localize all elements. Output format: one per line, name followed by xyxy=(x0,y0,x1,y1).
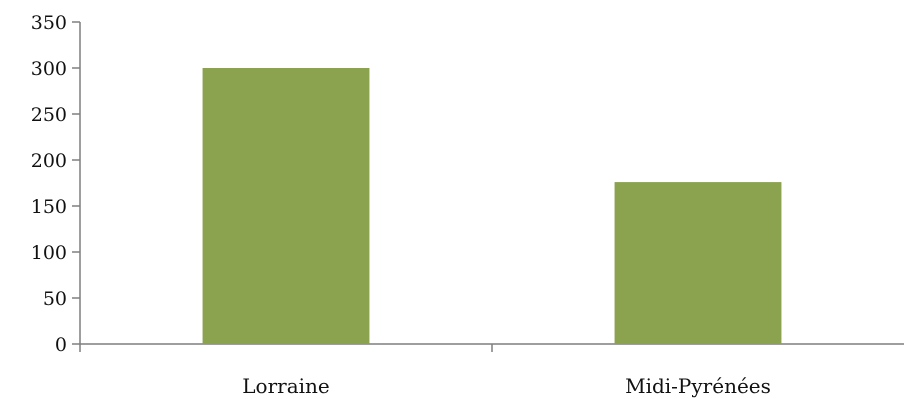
x-category-label: Lorraine xyxy=(242,374,329,398)
y-tick-label: 200 xyxy=(31,150,67,172)
y-tick-label: 150 xyxy=(31,196,67,218)
y-tick-label: 250 xyxy=(31,104,67,126)
y-tick-label: 100 xyxy=(31,242,67,264)
x-axis xyxy=(79,343,904,352)
y-axis: 0 50 100 150 200 250 300 350 xyxy=(31,12,81,356)
x-category-label: Midi-Pyrénées xyxy=(625,374,771,398)
y-tick-label: 0 xyxy=(55,334,67,356)
y-tick-label: 50 xyxy=(43,288,67,310)
bars xyxy=(202,68,782,344)
bar-midi-pyr-n-es xyxy=(614,182,782,344)
bar-lorraine xyxy=(202,68,370,344)
y-tick-label: 300 xyxy=(31,58,67,80)
category-labels: Lorraine Midi-Pyrénées xyxy=(242,374,771,398)
y-tick-label: 350 xyxy=(31,12,67,34)
